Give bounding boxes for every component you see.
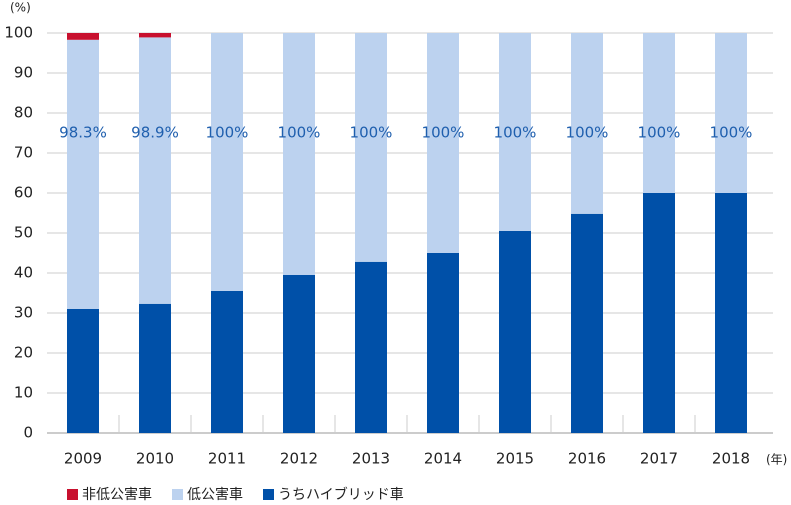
y-tick-label: 30 xyxy=(14,304,33,322)
bar-segment xyxy=(67,33,99,40)
total-label: 98.3% xyxy=(59,124,107,142)
x-tick-label: 2010 xyxy=(136,450,174,468)
bar-segment xyxy=(211,291,243,433)
y-tick-label: 40 xyxy=(14,264,33,282)
legend-swatch xyxy=(67,489,78,500)
legend-label: 非低公害車 xyxy=(82,486,152,503)
y-tick-label: 0 xyxy=(23,424,33,442)
bar-segment xyxy=(571,33,603,214)
y-tick-label: 90 xyxy=(14,64,33,82)
y-tick-label: 20 xyxy=(14,344,33,362)
bar-segment xyxy=(643,193,675,433)
bar-segment xyxy=(283,275,315,433)
total-label: 100% xyxy=(710,124,753,142)
total-label: 100% xyxy=(494,124,537,142)
x-tick-label: 2016 xyxy=(568,450,606,468)
x-tick-label: 2009 xyxy=(64,450,102,468)
x-tick-label: 2014 xyxy=(424,450,462,468)
total-label: 100% xyxy=(206,124,249,142)
y-tick-label: 100 xyxy=(4,24,33,42)
bar-segment xyxy=(283,33,315,275)
bar-segment xyxy=(139,37,171,304)
bar-segment xyxy=(499,33,531,231)
total-label: 98.9% xyxy=(131,124,179,142)
legend-label: 低公害車 xyxy=(187,486,243,503)
y-tick-label: 10 xyxy=(14,384,33,402)
total-label: 100% xyxy=(638,124,681,142)
bar-segment xyxy=(571,213,603,433)
bar-segment xyxy=(499,231,531,433)
bar-segment xyxy=(139,303,171,433)
legend-swatch xyxy=(172,489,183,500)
bar-segment xyxy=(211,33,243,291)
y-tick-label: 80 xyxy=(14,104,33,122)
total-label: 100% xyxy=(350,124,393,142)
bar-segment xyxy=(67,39,99,310)
x-unit: (年) xyxy=(766,453,787,467)
bar-segment xyxy=(427,253,459,433)
bar-segment xyxy=(139,33,171,38)
x-tick-label: 2012 xyxy=(280,450,318,468)
bar-segment xyxy=(355,33,387,262)
total-label: 100% xyxy=(278,124,321,142)
y-unit: (%) xyxy=(10,1,31,15)
bar-segment xyxy=(715,193,747,433)
bar-segment xyxy=(427,33,459,253)
total-label: 100% xyxy=(422,124,465,142)
bar-segment xyxy=(715,33,747,193)
bar-segment xyxy=(355,261,387,433)
x-tick-label: 2013 xyxy=(352,450,390,468)
y-tick-label: 50 xyxy=(14,224,33,242)
x-tick-label: 2015 xyxy=(496,450,534,468)
legend-swatch xyxy=(263,489,274,500)
x-tick-label: 2018 xyxy=(712,450,750,468)
y-tick-label: 70 xyxy=(14,144,33,162)
legend-label: うちハイブリッド車 xyxy=(278,486,404,503)
bar-segment xyxy=(643,33,675,193)
x-tick-label: 2017 xyxy=(640,450,678,468)
bar-segment xyxy=(67,309,99,433)
total-label: 100% xyxy=(566,124,609,142)
y-tick-label: 60 xyxy=(14,184,33,202)
x-tick-label: 2011 xyxy=(208,450,246,468)
